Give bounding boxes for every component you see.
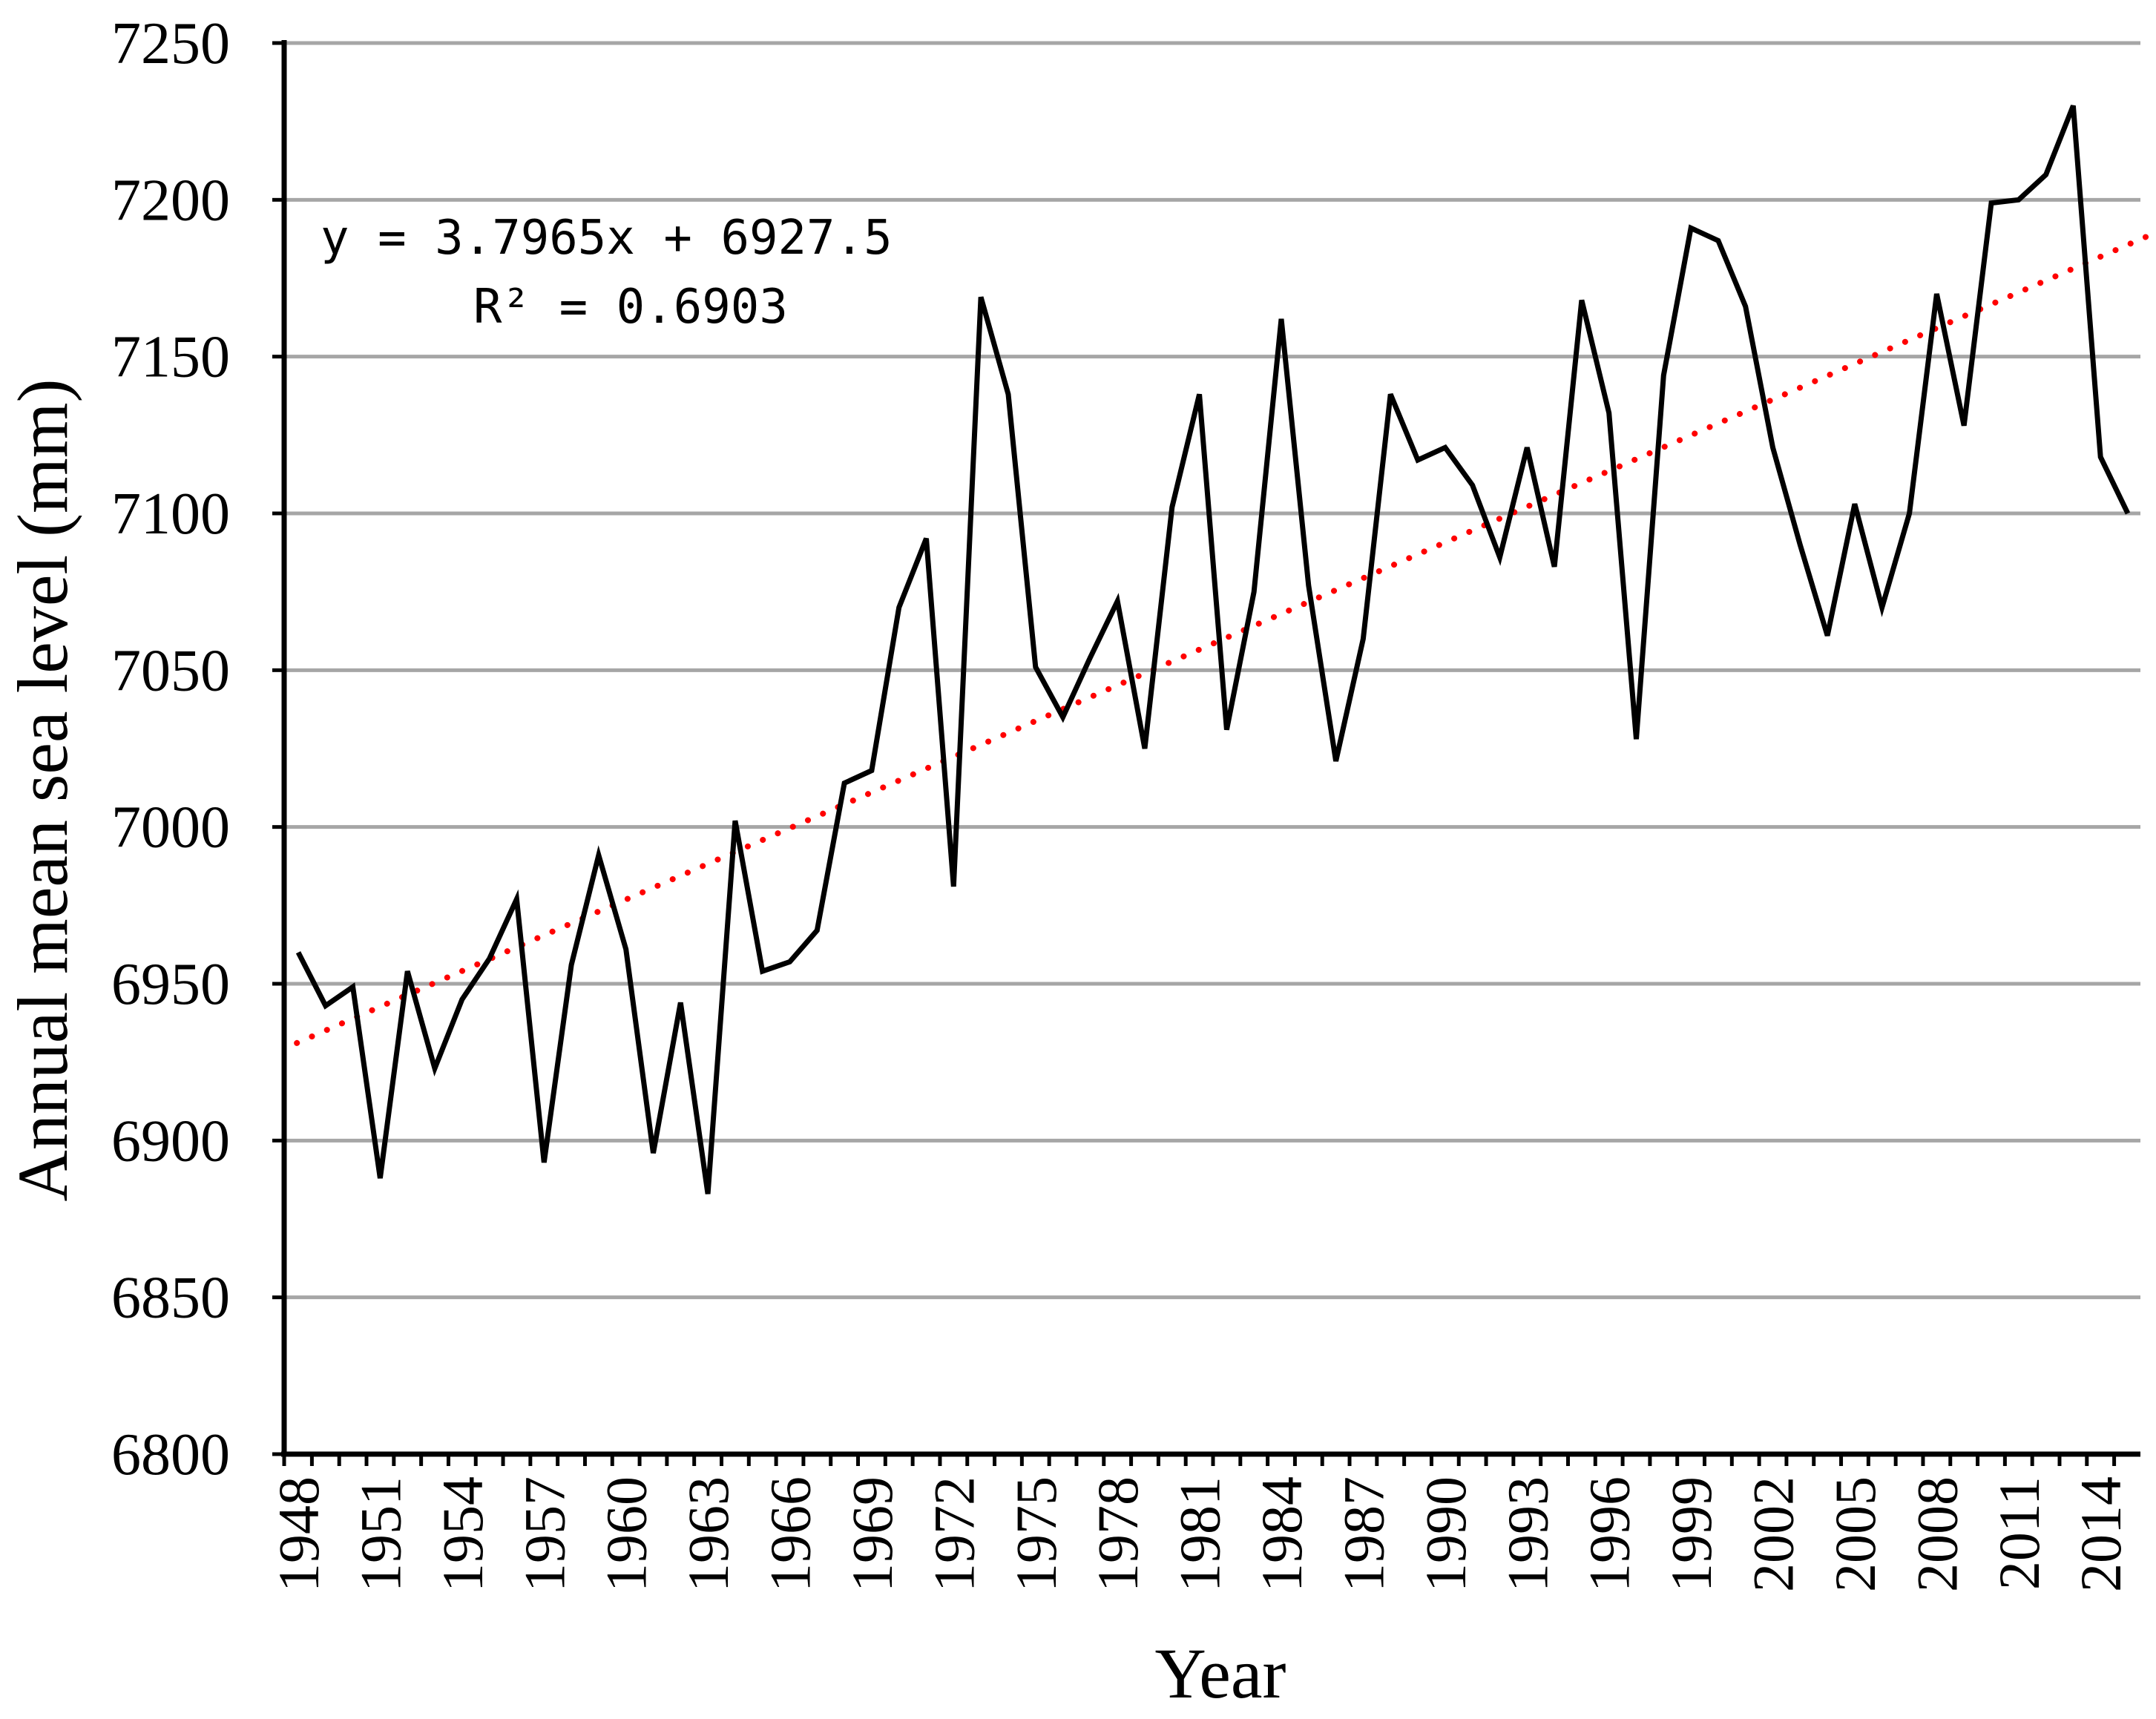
x-tick-label: 1999 xyxy=(1659,1476,1723,1592)
y-axis-tick-labels: 6800 6850 6900 6950 7000 7050 7100 7150 7200 7250 xyxy=(111,11,230,1488)
series-layer xyxy=(295,105,2131,1194)
x-tick-label: 1960 xyxy=(594,1476,659,1592)
x-tick-label: 2014 xyxy=(2068,1476,2133,1592)
x-tick-label: 1975 xyxy=(1004,1476,1068,1592)
x-tick-label: 1966 xyxy=(758,1476,823,1592)
x-tick-label: 1969 xyxy=(840,1476,904,1592)
sea-level-series-line xyxy=(295,105,2131,1194)
x-tick-label: 2008 xyxy=(1904,1476,1969,1592)
x-tick-label: 1954 xyxy=(430,1476,495,1592)
x-tick-label: 1990 xyxy=(1413,1476,1478,1592)
axes xyxy=(272,40,2140,1466)
x-tick-label: 1963 xyxy=(676,1476,740,1592)
x-tick-label: 2005 xyxy=(1823,1476,1887,1592)
y-tick-label: 6950 xyxy=(111,952,230,1017)
x-tick-label: 1948 xyxy=(266,1476,331,1592)
y-tick-label: 7200 xyxy=(111,168,230,233)
y-tick-label: 6900 xyxy=(111,1108,230,1174)
x-axis-title: Year xyxy=(1155,1634,1286,1713)
gridlines xyxy=(284,41,2140,1300)
y-tick-label: 7250 xyxy=(111,11,230,76)
x-tick-label: 1987 xyxy=(1331,1476,1396,1592)
y-tick-label: 7150 xyxy=(111,325,230,390)
x-tick-label: 1993 xyxy=(1495,1476,1560,1592)
y-tick-label: 7050 xyxy=(111,638,230,703)
y-tick-label: 6800 xyxy=(111,1422,230,1488)
x-tick-label: 1957 xyxy=(512,1476,576,1592)
x-tick-label: 1996 xyxy=(1577,1476,1642,1592)
trendline-r-squared: R² = 0.6903 xyxy=(473,280,788,335)
x-tick-label: 1984 xyxy=(1249,1476,1314,1592)
x-tick-label: 1951 xyxy=(348,1476,413,1592)
y-tick-label: 7100 xyxy=(111,481,230,547)
x-tick-label: 1978 xyxy=(1085,1476,1150,1592)
x-tick-label: 2002 xyxy=(1741,1476,1806,1592)
y-tick-label: 7000 xyxy=(111,795,230,861)
trendline-equation: y = 3.7965x + 6927.5 xyxy=(321,211,893,266)
x-tick-label: 1972 xyxy=(921,1476,986,1592)
x-tick-label: 1981 xyxy=(1168,1476,1232,1592)
x-tick-label: 2011 xyxy=(1987,1476,2051,1590)
y-tick-label: 6850 xyxy=(111,1266,230,1331)
x-axis-tick-labels: 1948 1951 1954 1957 1960 1963 1966 1969 1972 1975… xyxy=(266,1476,2133,1592)
y-axis-title: Annual mean sea level (mm) xyxy=(3,379,82,1202)
